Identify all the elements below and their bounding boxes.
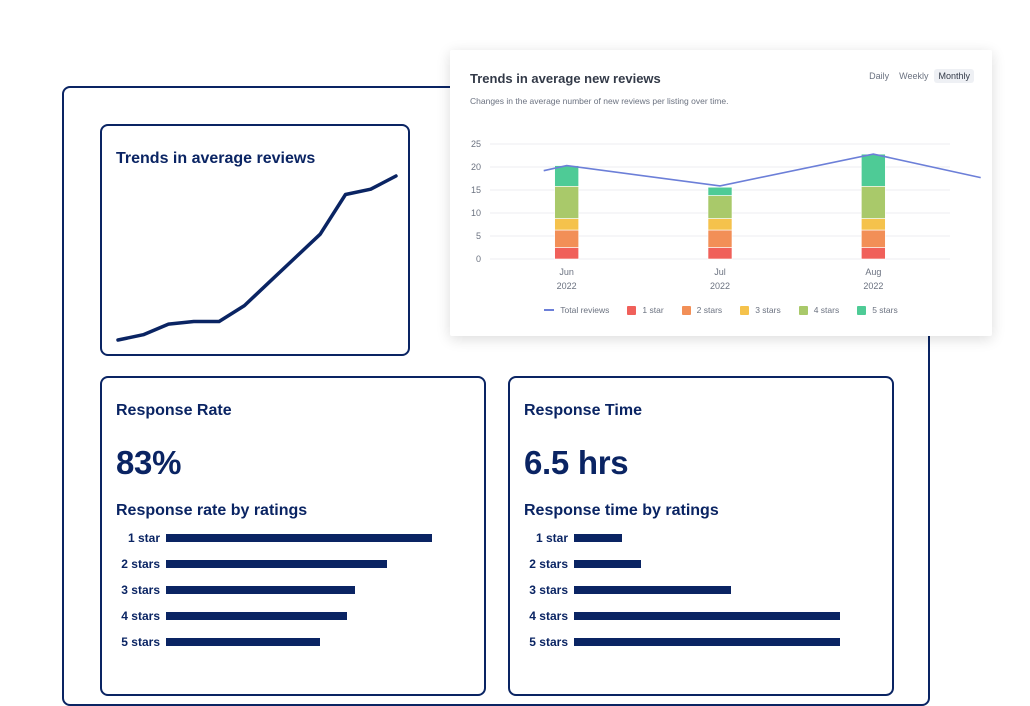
response-time-card: Response Time 6.5 hrs Response time by r… [508,376,894,696]
x-tick-label: 2022 [710,281,730,291]
toggle-daily[interactable]: Daily [869,71,890,81]
bar-segment [707,247,733,260]
response-rate-bar-row: 4 stars [102,606,484,626]
legend-label: 2 stars [696,305,723,315]
legend-label: 5 stars [872,305,898,315]
response-time-bar-row: 4 stars [510,606,892,626]
response-time-subtitle: Response time by ratings [524,502,719,519]
bar-segment [707,195,733,219]
legend-item[interactable]: 4 stars [798,305,840,315]
legend-item[interactable]: 5 stars [857,305,898,315]
stacked-bar-chart: 0 5 10 15 20 25 Jun 2022 Jul 2022 Aug 2022 [471,139,981,291]
legend-item[interactable]: 1 star [627,305,664,315]
response-rate-bar-row: 5 stars [102,632,484,652]
bar-segment [861,247,886,260]
response-rate-bar-row: 3 stars [102,580,484,600]
x-tick-label: Jul [714,267,726,277]
x-tick-label: Aug [865,267,881,277]
response-rate-bar [166,586,355,594]
response-rate-value: 83% [116,444,182,481]
legend-swatch [544,309,555,311]
bar-segment [861,218,886,231]
response-time-bar-label: 5 stars [529,635,568,649]
toggle-monthly[interactable]: Monthly [934,69,974,83]
response-rate-bar-label: 4 stars [121,609,160,623]
period-toggle-group: Daily Weekly Monthly [865,69,974,83]
y-tick-label: 10 [471,208,481,218]
legend-label: Total reviews [560,305,610,315]
response-time-bar-label: 2 stars [529,557,568,571]
x-tick-label: 2022 [557,281,577,291]
response-time-bar [574,586,731,594]
response-time-bar [574,534,622,542]
response-rate-bar [166,534,432,542]
legend-swatch [627,305,637,315]
response-time-bar-row: 5 stars [510,632,892,652]
legend-item[interactable]: Total reviews [544,305,609,315]
bar-segment [861,229,886,248]
bar-segment [707,218,733,231]
response-time-bar [574,612,840,620]
response-time-bar [574,638,840,646]
legend-item[interactable]: 2 stars [681,305,723,315]
bar-segment [861,153,886,187]
bar-segment [707,229,733,248]
response-time-bar-label: 4 stars [529,609,568,623]
response-time-title: Response Time [524,402,642,419]
response-time-bar-label: 1 star [535,531,568,545]
response-time-bar-label: 3 stars [529,583,568,597]
y-tick-label: 25 [471,139,481,149]
popup-title: Trends in average new reviews [470,71,661,86]
trends-card-title: Trends in average reviews [116,150,316,167]
response-time-bar [574,560,641,568]
response-rate-title: Response Rate [116,402,232,419]
bar-segment [554,218,579,231]
response-rate-bar-row: 1 star [102,528,484,548]
response-time-bar-row: 3 stars [510,580,892,600]
bar-segment [554,229,579,248]
legend-item[interactable]: 3 stars [740,305,781,315]
response-rate-card: Response Rate 83% Response rate by ratin… [100,376,486,696]
bar-segment [554,247,579,260]
bar-segment [554,165,579,187]
legend-label: 3 stars [755,305,781,315]
trends-average-reviews-card: Trends in average reviews [100,124,410,356]
response-rate-bar-label: 5 stars [121,635,160,649]
response-time-bar-row: 2 stars [510,554,892,574]
bar-segment [707,186,733,196]
response-rate-bar [166,560,387,568]
legend-swatch [798,305,808,315]
bar-segment [861,186,886,219]
response-rate-bar-label: 1 star [127,531,160,545]
response-rate-subtitle: Response rate by ratings [116,502,308,519]
popup-subtitle: Changes in the average number of new rev… [470,96,729,106]
x-tick-label: Jun [559,267,574,277]
legend-label: 4 stars [813,305,840,315]
response-time-value: 6.5 hrs [524,444,629,481]
legend-swatch [740,305,750,315]
response-rate-bar [166,612,347,620]
response-rate-bar-label: 2 stars [121,557,160,571]
legend-label: 1 star [642,305,664,315]
y-tick-label: 20 [471,162,481,172]
response-rate-bar [166,638,321,646]
response-time-bar-row: 1 star [510,528,892,548]
chart-legend: Total reviews 1 star 2 stars 3 stars 4 stars… [450,305,992,315]
y-tick-label: 15 [471,185,481,195]
legend-swatch [681,305,691,315]
legend-swatch [857,305,867,315]
response-rate-bar-label: 3 stars [121,583,160,597]
trend-line [116,174,398,342]
y-tick-label: 0 [476,254,481,264]
x-tick-label: 2022 [863,281,883,291]
trend-line-chart [116,174,398,342]
toggle-weekly[interactable]: Weekly [899,71,929,81]
total-reviews-line [543,153,981,187]
y-tick-label: 5 [476,231,481,241]
new-reviews-chart-popup: Trends in average new reviews Changes in… [450,50,992,336]
response-rate-bar-row: 2 stars [102,554,484,574]
bar-segment [554,186,579,219]
